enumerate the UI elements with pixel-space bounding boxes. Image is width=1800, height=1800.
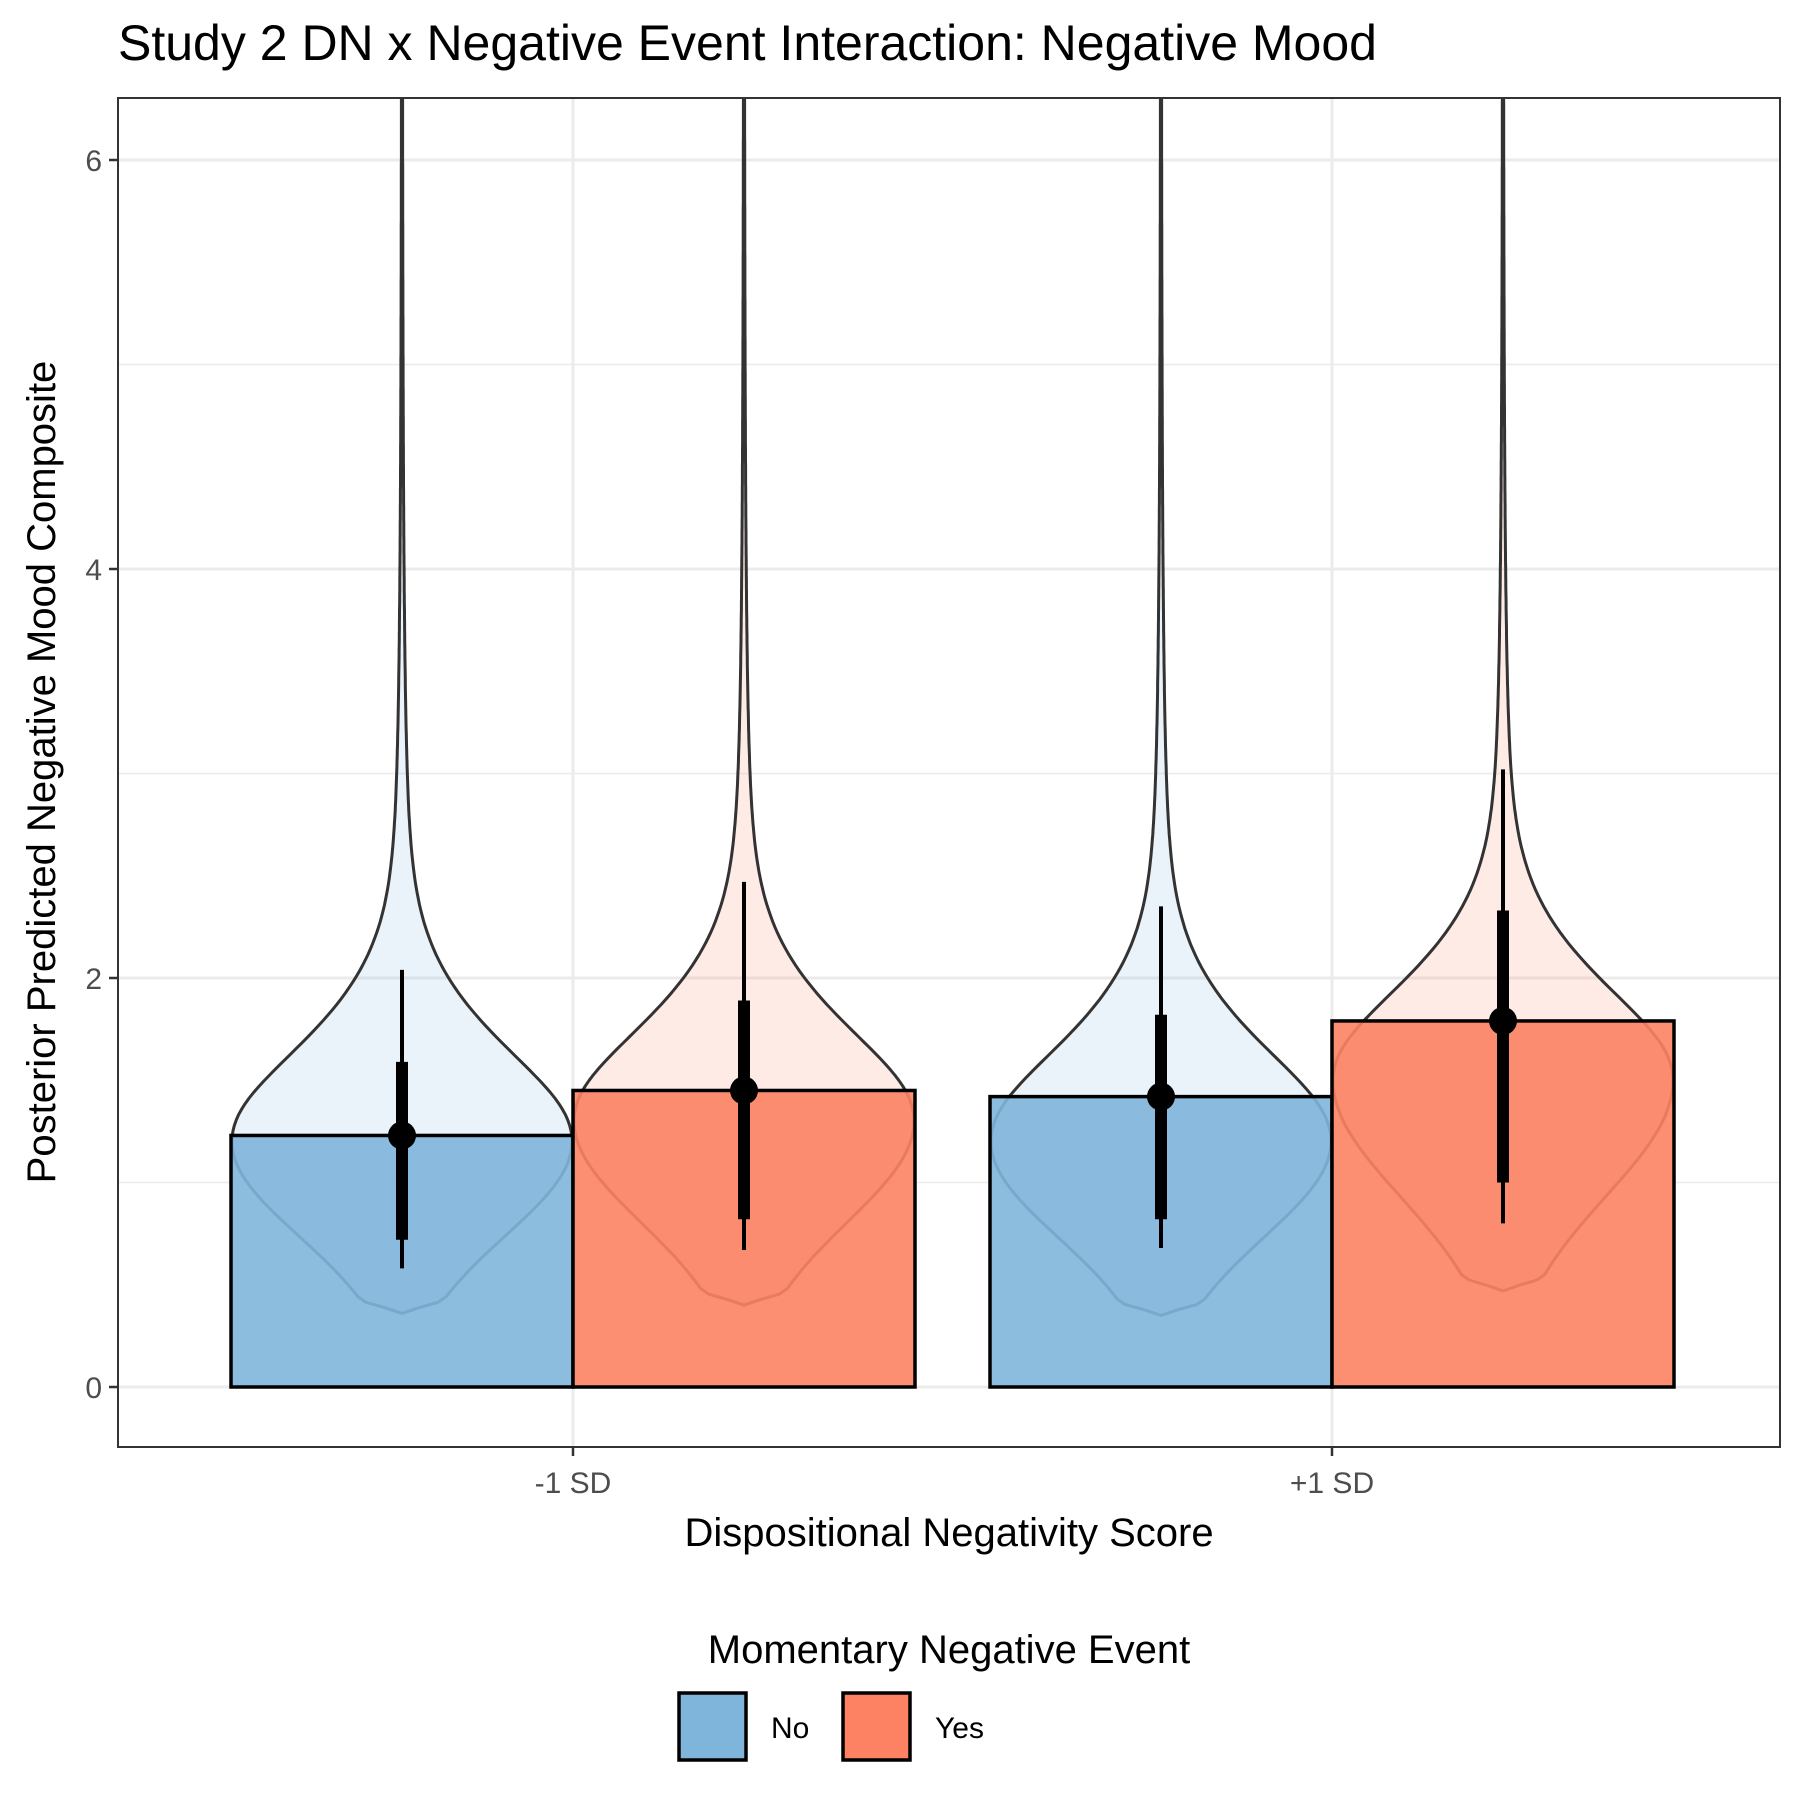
legend-label-yes: Yes [935, 1712, 984, 1745]
legend: Momentary Negative Event No Yes [677, 1628, 1190, 1762]
plot-panel-border [117, 97, 1781, 1448]
y-tick-label: 0 [85, 1372, 102, 1405]
legend-swatch-no [677, 1691, 748, 1762]
y-tick-label: 6 [85, 145, 102, 178]
chart-title: Study 2 DN x Negative Event Interaction:… [118, 15, 1377, 71]
legend-label-no: No [771, 1712, 809, 1745]
y-tick-label: 2 [85, 963, 102, 996]
point-estimate [388, 1121, 416, 1150]
legend-swatch-yes [841, 1691, 912, 1762]
legend-title: Momentary Negative Event [708, 1628, 1190, 1672]
point-estimate [730, 1076, 758, 1105]
y-axis: 0 2 4 6 [85, 145, 118, 1405]
x-axis-title: Dispositional Negativity Score [684, 1511, 1213, 1555]
x-tick-label: -1 SD [535, 1467, 612, 1500]
point-estimate [1147, 1082, 1175, 1111]
credible-intervals [388, 769, 1517, 1269]
y-tick-label: 4 [85, 554, 102, 587]
x-axis: -1 SD +1 SD [535, 1447, 1374, 1500]
y-axis-title: Posterior Predicted Negative Mood Compos… [20, 361, 64, 1184]
x-tick-label: +1 SD [1290, 1467, 1374, 1500]
point-estimate [1489, 1006, 1517, 1035]
